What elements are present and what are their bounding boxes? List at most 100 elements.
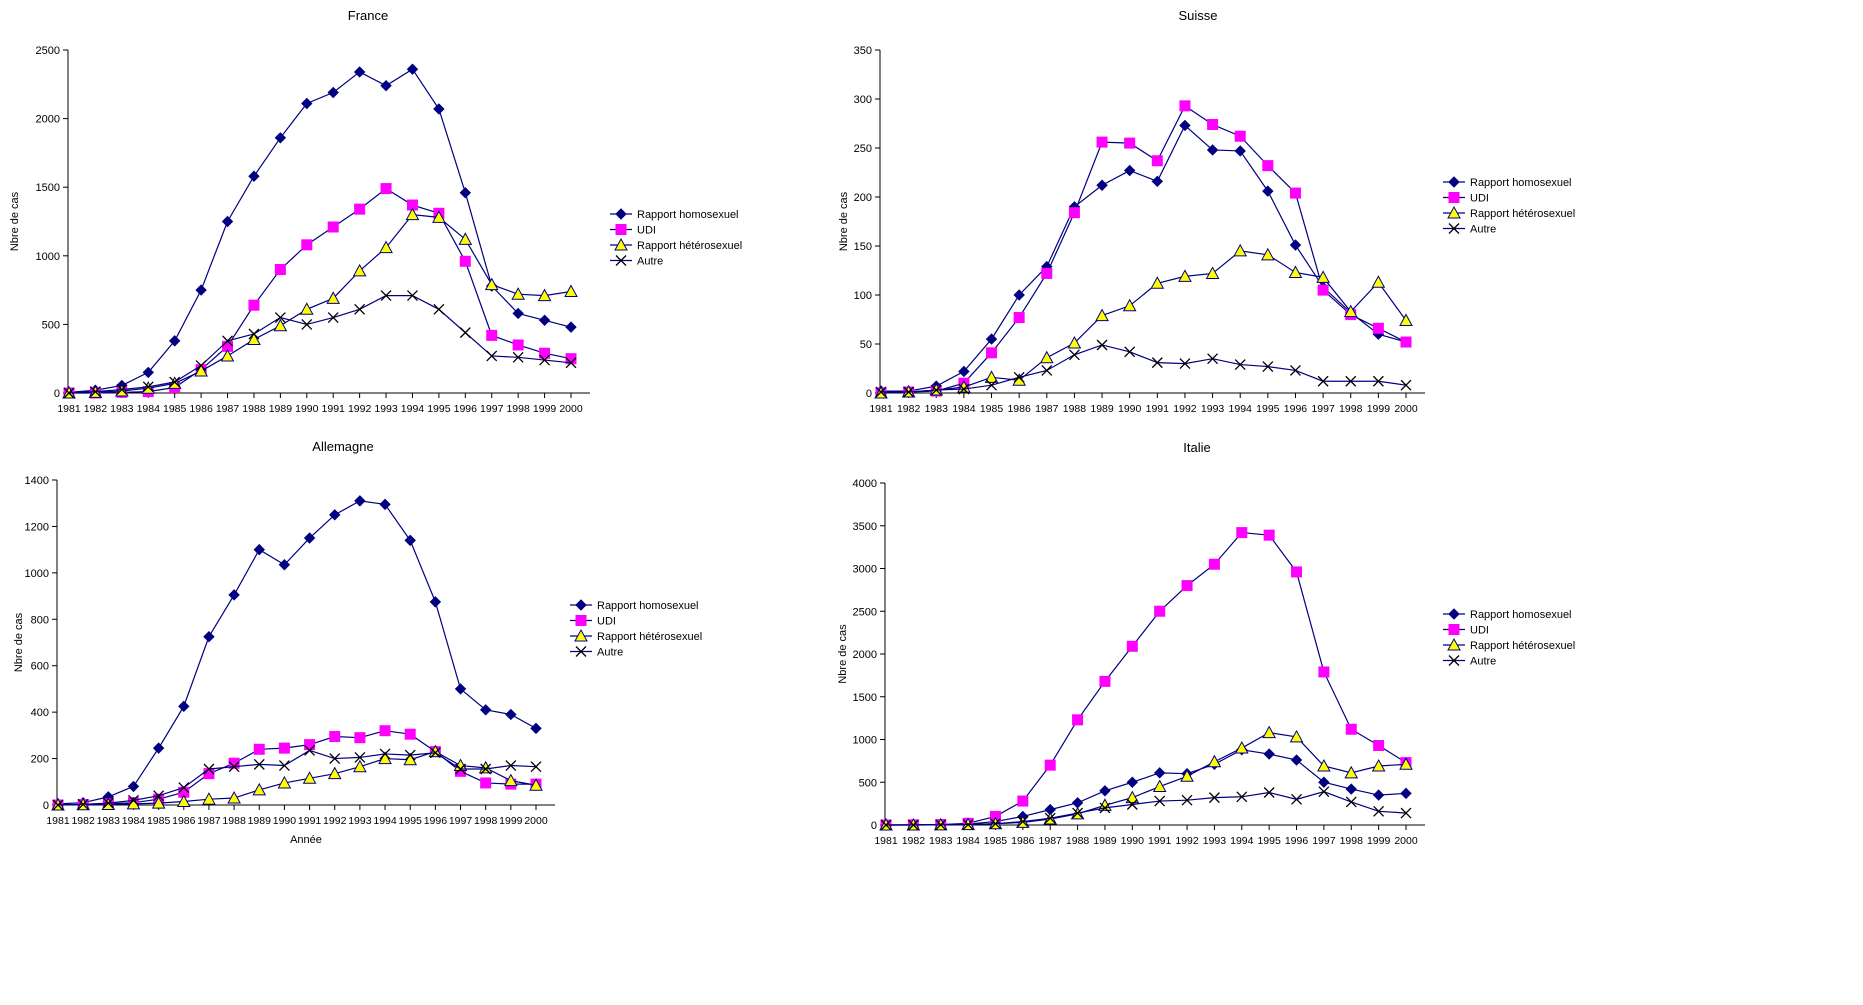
data-point: [203, 763, 215, 775]
legend: Rapport homosexuel UDI Rapport hétérosexue…: [610, 208, 742, 268]
x-tick-label: 1983: [925, 403, 949, 415]
data-point: [990, 818, 1001, 830]
data-point: [512, 307, 524, 320]
data-point: [102, 797, 114, 809]
data-point: [1067, 335, 1082, 349]
data-point: [1178, 269, 1192, 282]
data-point: [433, 103, 445, 115]
legend-marker: [1448, 223, 1460, 234]
x-tick-label: 1996: [424, 815, 448, 827]
data-point: [89, 386, 101, 398]
data-point: [1371, 275, 1386, 288]
legend-marker: [1448, 624, 1460, 635]
x-tick-label: 1993: [348, 815, 372, 827]
data-point: [404, 749, 416, 761]
data-point: [274, 264, 286, 276]
data-point: [512, 339, 524, 351]
data-point: [1234, 145, 1246, 157]
x-tick-label: 1987: [197, 815, 221, 827]
legend-label: Rapport homosexuel: [1470, 609, 1572, 621]
chart-title: Italie: [1183, 440, 1210, 455]
x-tick-label: 1981: [57, 403, 81, 415]
data-point: [1373, 805, 1385, 817]
data-point: [539, 354, 551, 366]
series-udi: [52, 725, 542, 811]
data-point: [228, 589, 240, 601]
data-point: [176, 794, 191, 808]
x-tick-label: 1982: [84, 403, 108, 415]
legend-marker: [615, 224, 627, 235]
data-point: [178, 782, 190, 794]
data-point: [299, 302, 314, 315]
x-tick-label: 1994: [373, 815, 397, 827]
series-line: [57, 500, 537, 805]
data-point: [486, 350, 498, 362]
x-tick-label: 1984: [952, 403, 976, 415]
data-point: [203, 630, 215, 643]
chart-suisse: Suisse Nbre de cas 0 50 100 150 200 250 300 350 19…: [838, 8, 1575, 415]
data-point: [1260, 247, 1275, 261]
data-point: [1180, 769, 1194, 782]
legend-marker: [614, 237, 628, 251]
data-point: [1151, 357, 1163, 369]
data-point: [1345, 783, 1357, 795]
x-tick-label: 1986: [172, 815, 196, 827]
data-point: [380, 79, 392, 92]
x-tick-label: 1985: [980, 403, 1004, 415]
legend-label: UDI: [597, 616, 616, 628]
data-point: [302, 771, 317, 784]
x-tick-label: 1983: [110, 403, 134, 415]
data-point: [1096, 179, 1108, 191]
data-point: [530, 761, 542, 773]
data-point: [253, 743, 265, 755]
x-tick-label: 1999: [1367, 835, 1391, 847]
data-point: [459, 186, 472, 199]
data-point: [354, 751, 366, 763]
data-point: [1263, 529, 1275, 541]
x-tick-label: 1990: [1121, 835, 1145, 847]
x-tick-label: 1989: [248, 815, 272, 827]
x-tick-label: 1999: [533, 403, 557, 415]
data-point: [220, 348, 235, 362]
x-tick-label: 1990: [295, 403, 319, 415]
data-point: [539, 347, 551, 359]
data-point: [530, 722, 542, 735]
data-point: [1150, 276, 1165, 289]
legend-marker: [575, 646, 587, 657]
data-point: [1039, 350, 1054, 364]
data-point: [1372, 789, 1385, 801]
y-tick-label: 4000: [853, 478, 877, 490]
legend-marker: [615, 255, 627, 266]
x-tick-label: 1984: [137, 403, 161, 415]
x-tick-label: 1997: [1311, 403, 1335, 415]
data-point: [1207, 754, 1222, 768]
y-tick-label: 1200: [25, 521, 49, 533]
y-tick-label: 2500: [36, 45, 60, 57]
y-tick-label: 1000: [853, 735, 877, 747]
data-point: [1288, 265, 1303, 278]
x-tick-label: 1988: [242, 403, 266, 415]
legend-marker: [1448, 608, 1460, 620]
x-tick-label: 1986: [189, 403, 213, 415]
data-point: [1263, 748, 1275, 760]
data-point: [565, 321, 577, 333]
data-point: [1096, 339, 1108, 351]
data-point: [253, 758, 265, 770]
data-point: [1099, 802, 1111, 814]
x-tick-label: 1998: [474, 815, 498, 827]
data-point: [454, 683, 467, 695]
data-point: [479, 704, 492, 716]
x-tick-label: 1988: [222, 815, 246, 827]
y-tick-label: 3000: [853, 564, 877, 576]
x-tick-label: 1995: [427, 403, 451, 415]
data-point: [1318, 666, 1330, 678]
data-point: [1289, 187, 1301, 199]
y-tick-label: 1000: [36, 251, 60, 263]
data-point: [565, 357, 577, 369]
data-point: [301, 239, 313, 251]
data-point: [880, 819, 892, 831]
data-point: [379, 498, 391, 511]
x-tick-label: 1981: [46, 815, 70, 827]
legend-label: Rapport homosexuel: [1470, 177, 1572, 189]
